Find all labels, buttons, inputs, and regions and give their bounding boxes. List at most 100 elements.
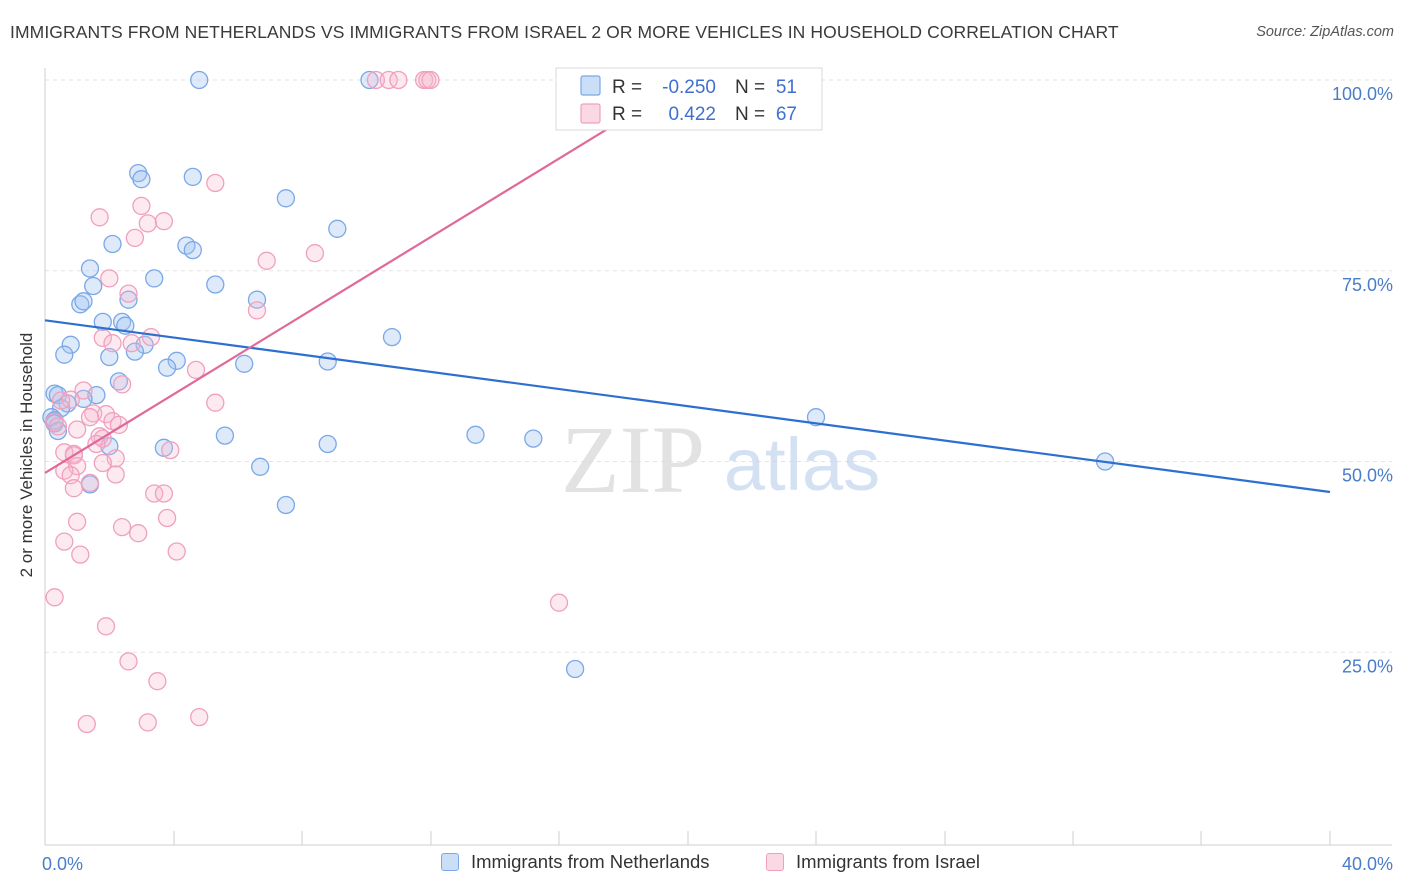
point-israel-50: [154, 484, 174, 503]
x-tick-label-0: 0.0%: [42, 854, 83, 874]
point-netherlands-43: [466, 425, 485, 444]
point-israel-38: [161, 440, 180, 460]
point-israel-62: [148, 672, 167, 691]
point-netherlands-31: [109, 372, 129, 391]
legend-r-value-israel: 0.422: [668, 104, 716, 125]
point-israel-53: [112, 517, 132, 537]
gridlines: [45, 79, 1392, 653]
data-points: [42, 70, 1115, 734]
point-netherlands-52: [276, 495, 296, 515]
point-netherlands-28: [235, 354, 254, 373]
y-tick-label-2: 75.0%: [1342, 275, 1393, 295]
point-israel-22: [112, 375, 132, 394]
chart-title: IMMIGRANTS FROM NETHERLANDS VS IMMIGRANT…: [10, 22, 1119, 42]
trend-line-netherlands: [44, 319, 1331, 494]
point-israel-7: [132, 196, 151, 216]
y-axis-label: 2 or more Vehicles in Household: [17, 333, 36, 578]
point-israel-17: [141, 327, 161, 347]
point-netherlands-0: [190, 70, 209, 90]
axes: [44, 68, 1392, 846]
point-israel-8: [90, 208, 109, 227]
point-israel-11: [125, 228, 145, 248]
trend-line-israel: [44, 79, 689, 474]
point-israel-56: [167, 542, 186, 561]
point-netherlands-4: [183, 167, 202, 187]
point-israel-33: [67, 420, 87, 439]
point-netherlands-24: [55, 345, 74, 364]
point-israel-2: [389, 70, 408, 90]
point-israel-48: [64, 479, 84, 498]
point-netherlands-1: [360, 70, 379, 90]
legend-label-israel: Immigrants from Israel: [796, 851, 981, 872]
point-netherlands-45: [215, 426, 235, 445]
y-tick-label-0: 25.0%: [1342, 656, 1393, 676]
point-netherlands-16: [71, 295, 90, 314]
point-israel-13: [257, 251, 276, 270]
point-israel-61: [119, 652, 138, 671]
point-netherlands-3: [132, 170, 151, 189]
point-israel-6: [206, 173, 225, 193]
point-netherlands-14: [119, 290, 138, 309]
point-israel-55: [55, 532, 74, 551]
point-netherlands-21: [382, 327, 402, 347]
point-israel-16: [247, 301, 267, 320]
point-netherlands-50: [251, 457, 270, 476]
x-tick-labels: 0.0% 40.0%: [42, 854, 1393, 874]
legend-item-israel: Immigrants from Israel: [766, 851, 980, 873]
point-netherlands-6: [328, 219, 347, 238]
point-netherlands-5: [276, 189, 296, 208]
point-israel-54: [129, 524, 148, 543]
point-israel-52: [67, 512, 87, 531]
point-israel-10: [138, 214, 157, 233]
point-israel-46: [106, 465, 125, 484]
point-netherlands-44: [524, 429, 543, 448]
legend-n-value-netherlands: 51: [776, 77, 797, 98]
y-tick-label-3: 100.0%: [1332, 84, 1393, 104]
point-netherlands-26: [100, 347, 119, 367]
point-israel-9: [154, 212, 174, 231]
point-israel-49: [145, 484, 164, 503]
y-tick-label-1: 50.0%: [1342, 466, 1393, 486]
point-netherlands-18: [93, 312, 112, 332]
point-israel-15: [119, 284, 138, 303]
point-netherlands-15: [247, 290, 267, 309]
point-israel-5: [421, 70, 440, 90]
point-netherlands-11: [145, 269, 164, 288]
legend-item-netherlands: Immigrants from Netherlands: [441, 851, 710, 873]
point-israel-25: [206, 393, 225, 412]
stats-legend: R = -0.250 N = 51 R = 0.422 N = 67: [555, 67, 823, 131]
point-israel-28: [80, 408, 100, 427]
point-israel-12: [305, 244, 325, 263]
point-netherlands-13: [206, 275, 225, 294]
trend-lines: [44, 79, 1331, 494]
legend-n-label-israel: N =: [735, 104, 765, 125]
point-netherlands-46: [318, 434, 337, 454]
watermark: ZIP atlas: [561, 406, 880, 513]
point-netherlands-22: [61, 335, 80, 354]
point-netherlands-12: [84, 276, 103, 296]
point-israel-65: [190, 707, 209, 727]
legend-r-label-netherlands: R =: [612, 77, 642, 98]
point-israel-32: [48, 417, 68, 436]
legend-swatch-netherlands-bottom: [441, 853, 459, 871]
point-israel-58: [45, 588, 64, 607]
legend-n-label-netherlands: N =: [735, 77, 765, 98]
legend-r-value-netherlands: -0.250: [662, 77, 716, 98]
point-israel-63: [77, 714, 96, 734]
legend-r-label-israel: R =: [612, 104, 642, 125]
point-israel-20: [122, 334, 141, 353]
point-israel-66: [51, 391, 71, 410]
x-tick-label-1: 40.0%: [1342, 854, 1393, 874]
point-israel-60: [96, 617, 116, 636]
series-legend: Immigrants from Netherlands Immigrants f…: [0, 851, 1406, 877]
point-israel-21: [186, 360, 206, 380]
point-israel-14: [100, 269, 119, 288]
legend-n-value-israel: 67: [776, 104, 797, 125]
point-israel-23: [74, 381, 93, 400]
point-israel-59: [549, 593, 569, 612]
point-israel-51: [157, 508, 177, 528]
point-israel-0: [366, 70, 386, 90]
point-netherlands-27: [167, 351, 186, 370]
point-israel-47: [80, 473, 100, 493]
